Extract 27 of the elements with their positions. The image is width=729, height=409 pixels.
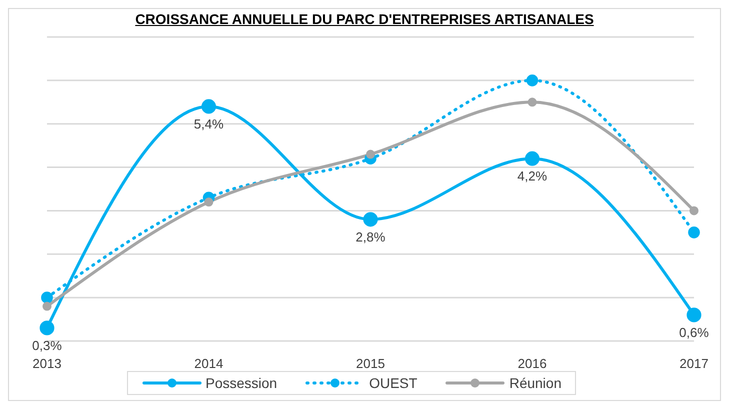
point	[201, 99, 216, 114]
point	[363, 212, 378, 227]
chart-title: CROISSANCE ANNUELLE DU PARC D'ENTREPRISES ARTISANALES	[134, 10, 595, 29]
point	[688, 226, 700, 238]
legend-label: Réunion	[509, 375, 562, 391]
legend-label: OUEST	[369, 375, 418, 391]
x-tick-label: 2015	[356, 356, 385, 372]
point	[42, 302, 52, 311]
x-tick-label: 2016	[518, 356, 547, 372]
point	[366, 150, 375, 159]
point	[528, 98, 537, 107]
point	[524, 151, 540, 166]
data-label: 4,2%	[517, 168, 548, 184]
point	[40, 320, 54, 336]
data-label: 0,6%	[679, 324, 710, 340]
x-tick-label: 2014	[194, 356, 224, 372]
point	[41, 292, 53, 304]
data-label: 2,8%	[356, 229, 386, 244]
data-label: 0,3%	[32, 338, 62, 353]
point	[690, 206, 698, 216]
point	[686, 308, 702, 322]
x-tick-label: 2017	[680, 356, 708, 372]
point	[204, 198, 214, 207]
legend-label: Possession	[206, 375, 278, 391]
data-label: 5,4%	[194, 116, 224, 132]
point	[526, 74, 538, 86]
x-tick-label: 2013	[32, 356, 62, 372]
